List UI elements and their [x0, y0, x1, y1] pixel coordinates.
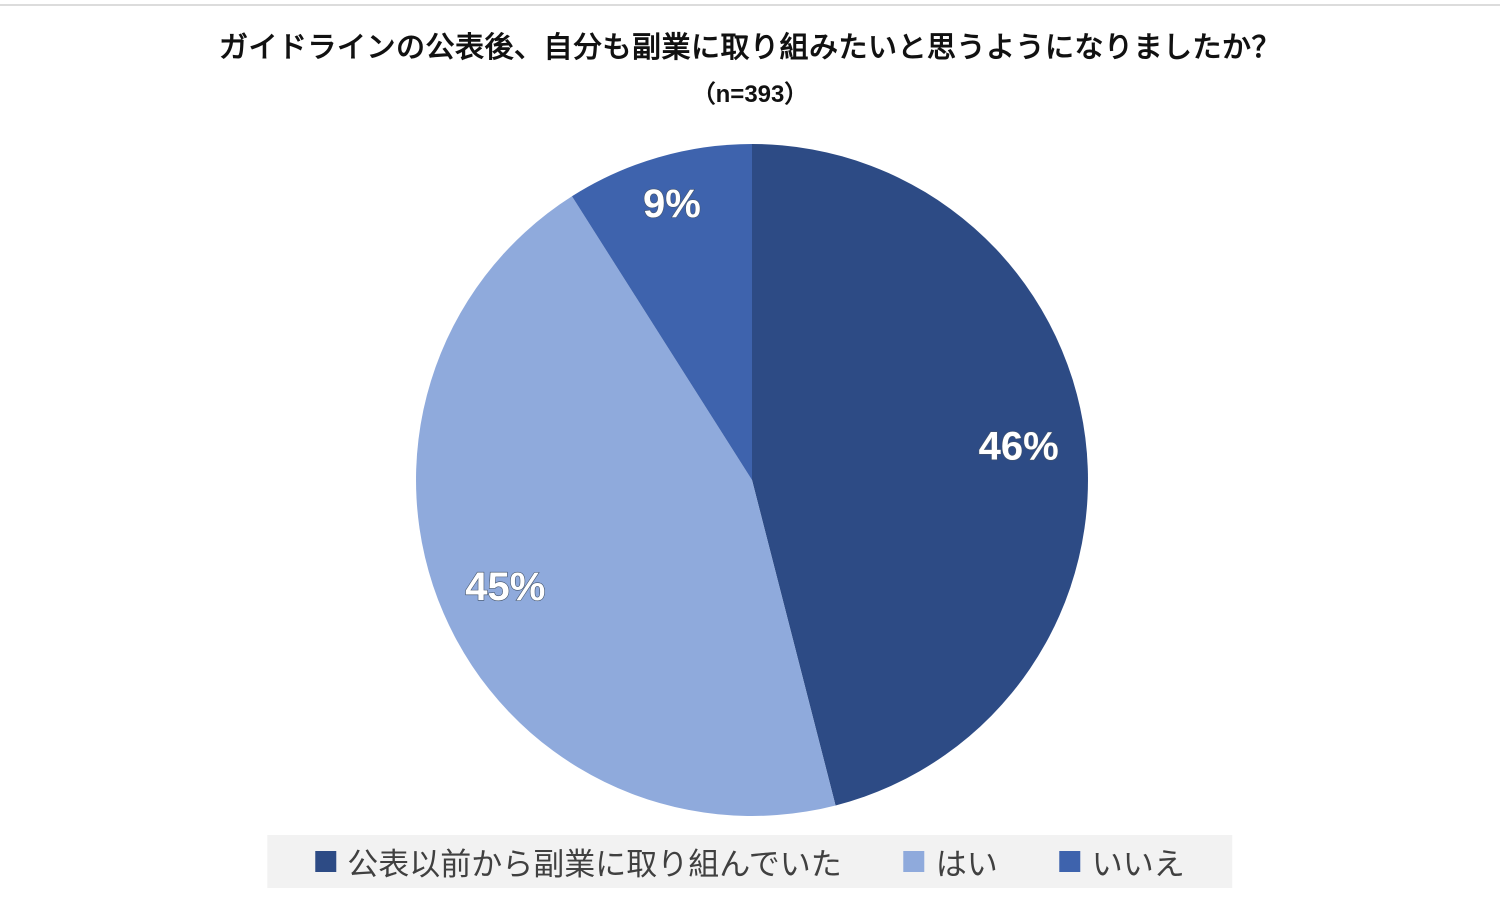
legend-label: いいえ — [1091, 847, 1185, 882]
pie-slice-label-1: 46% — [979, 424, 1059, 468]
legend-swatch — [1059, 851, 1081, 872]
pie-slice-1 — [752, 144, 1088, 806]
top-divider — [0, 4, 1500, 6]
legend-swatch — [903, 851, 925, 872]
legend-item-1: 公表以前から副業に取り組んでいた — [315, 839, 842, 884]
chart-title: ガイドラインの公表後、自分も副業に取り組みたいと思うようになりましたか？ — [218, 32, 1281, 64]
pie-chart: 46% 45% 9% — [414, 142, 1090, 818]
pie-svg: 46% 45% 9% — [416, 144, 1088, 816]
legend-label: はい — [935, 847, 998, 882]
pie-slice-2 — [416, 196, 836, 816]
chart-subtitle: （n=393） — [691, 81, 809, 108]
legend-item-3: いいえ — [1059, 839, 1185, 884]
chart-legend: 公表以前から副業に取り組んでいた はい いいえ — [267, 835, 1233, 888]
legend-item-2: はい — [903, 839, 998, 884]
pie-slice-3 — [571, 144, 752, 480]
legend-swatch — [315, 851, 337, 872]
legend-label: 公表以前から副業に取り組んでいた — [347, 847, 842, 882]
pie-slice-label-3: 9% — [643, 182, 701, 226]
pie-slice-label-2: 45% — [465, 565, 545, 609]
